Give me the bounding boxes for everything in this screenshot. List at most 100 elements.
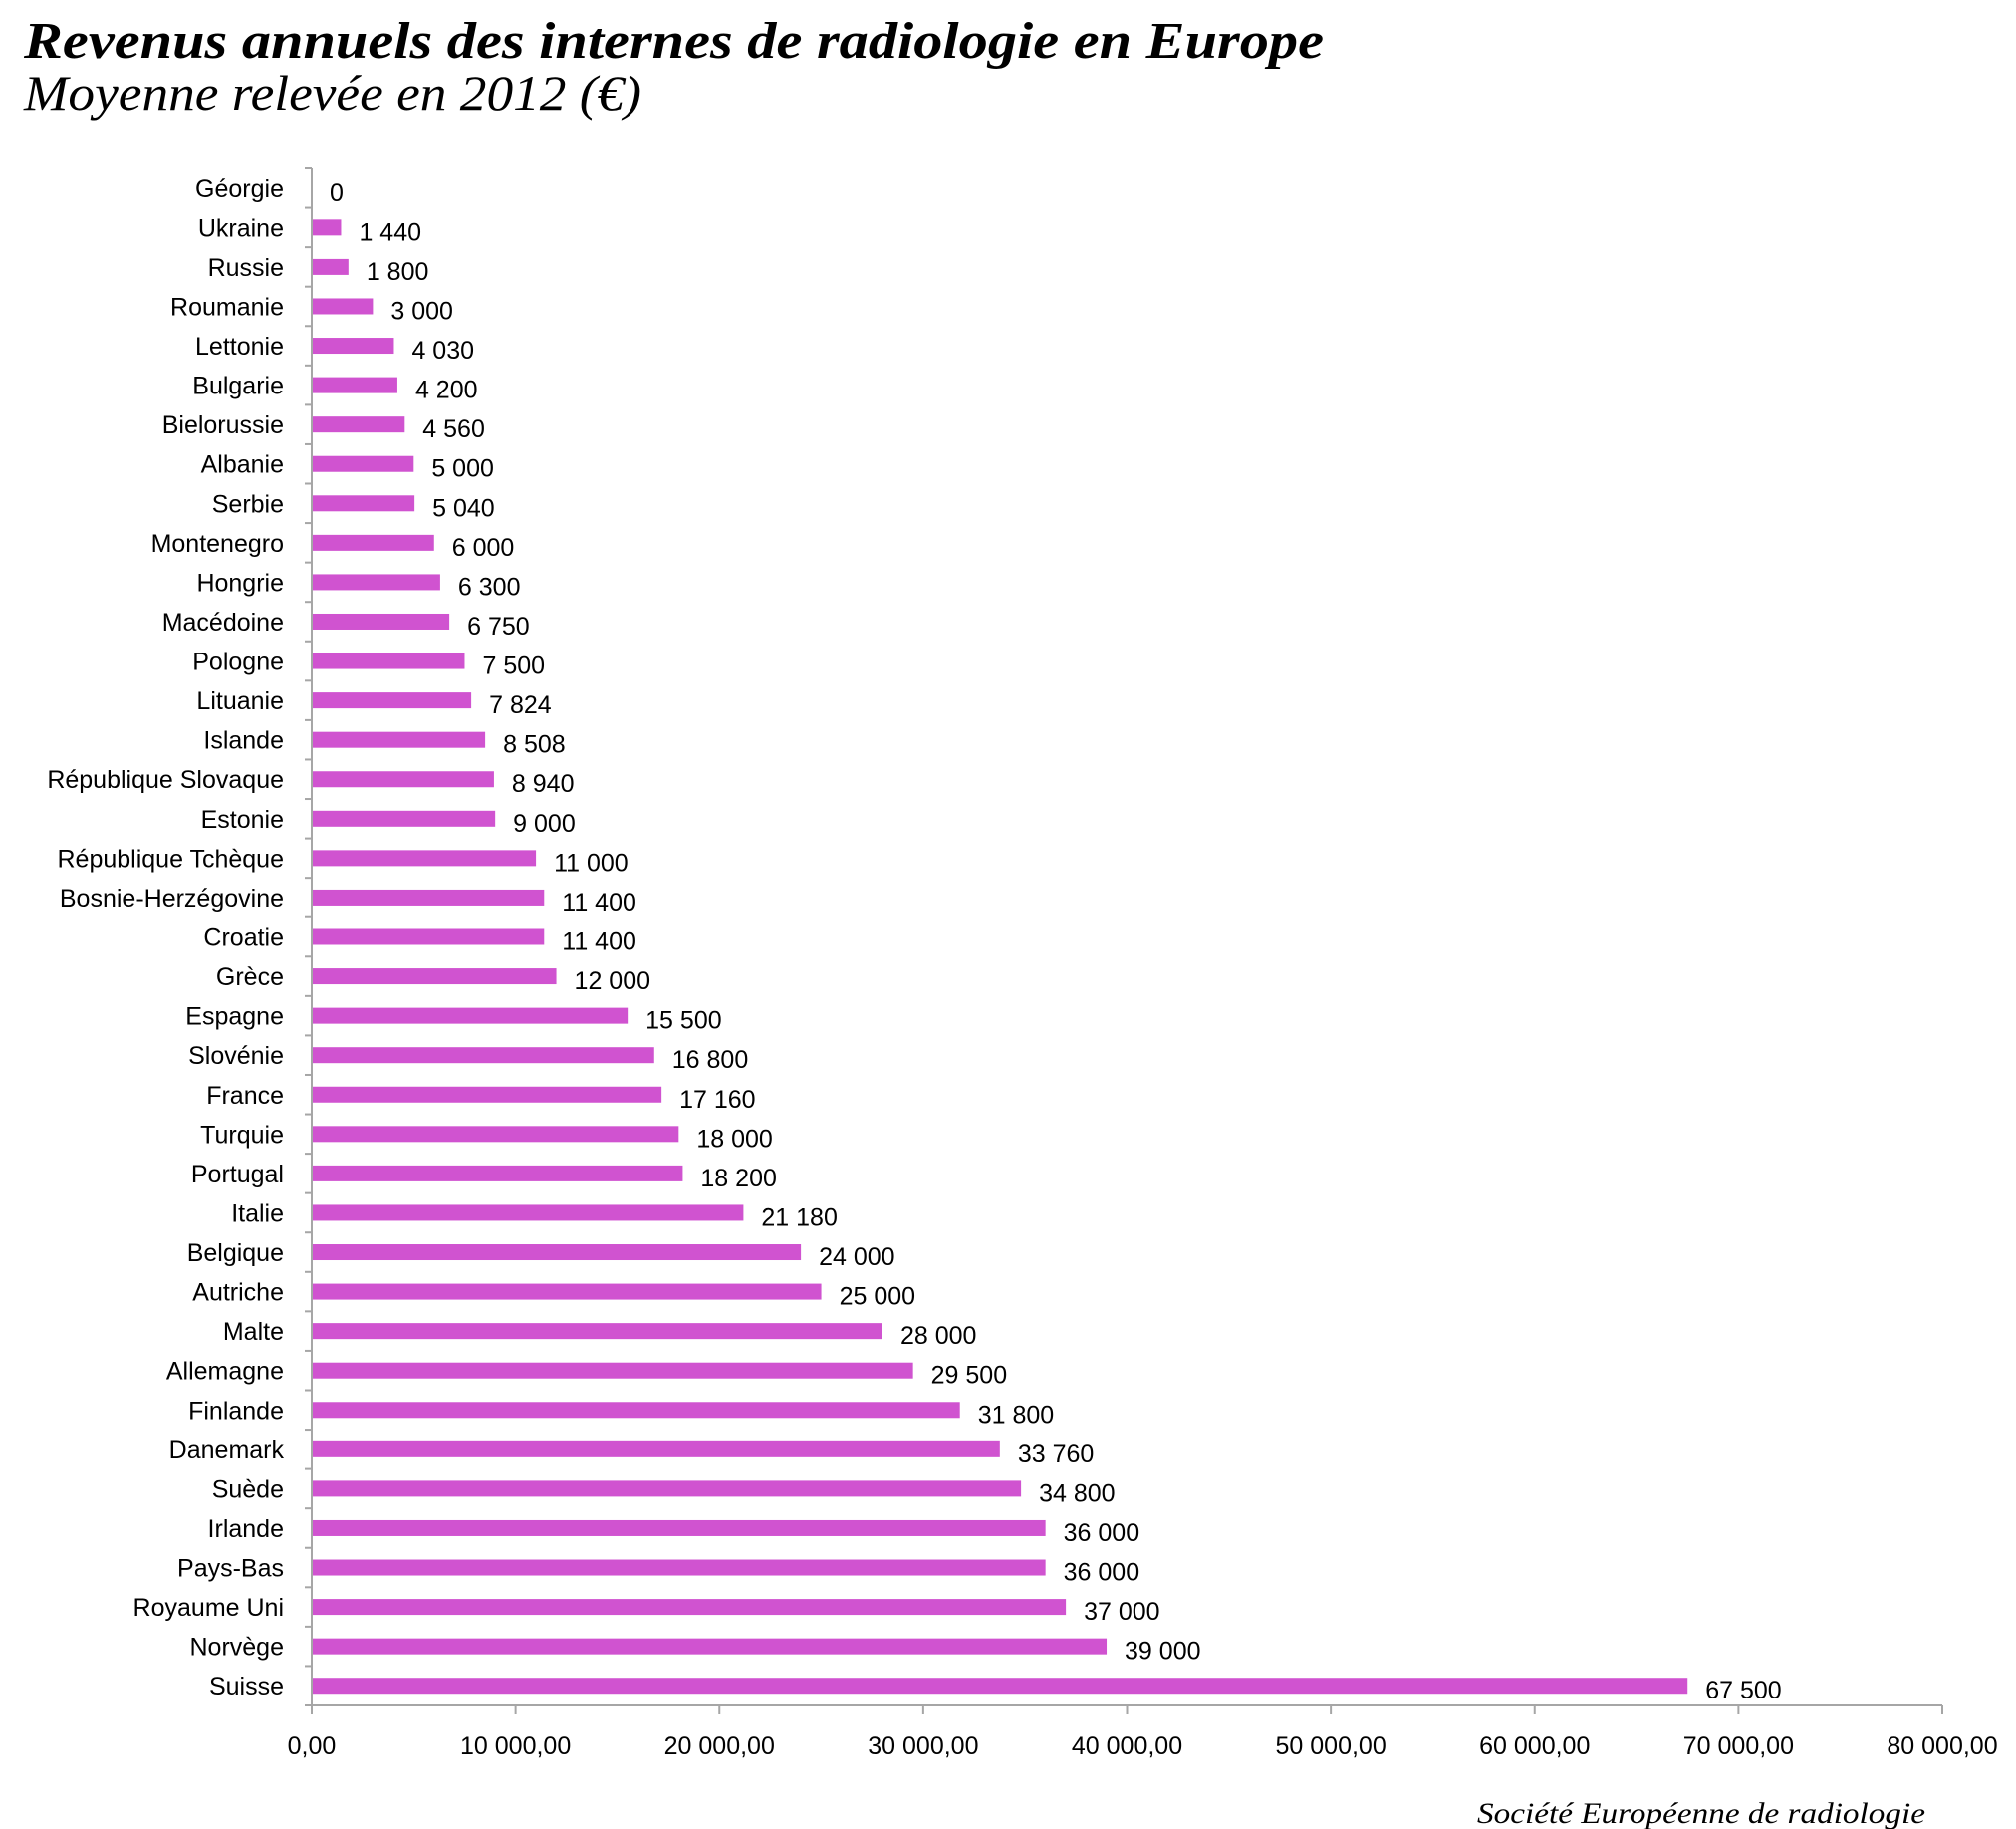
- bar: [312, 1362, 913, 1379]
- data-label: 7 500: [482, 653, 545, 680]
- bar: [312, 1678, 1688, 1695]
- bar: [312, 1402, 960, 1419]
- x-tick-label: 40 000,00: [1072, 1732, 1182, 1760]
- data-label: 33 760: [1018, 1440, 1094, 1468]
- bar: [312, 1440, 1000, 1457]
- bar: [312, 1323, 882, 1340]
- category-label: Belgique: [187, 1239, 284, 1267]
- category-label: Slovénie: [188, 1042, 284, 1070]
- category-label: Irlande: [208, 1515, 284, 1543]
- data-label: 6 750: [467, 613, 530, 641]
- category-label: Albanie: [201, 451, 284, 479]
- category-label: Macédoine: [162, 609, 284, 637]
- data-label: 21 180: [761, 1203, 837, 1231]
- data-label: 25 000: [840, 1283, 915, 1311]
- data-label: 36 000: [1064, 1519, 1139, 1547]
- data-label: 31 800: [978, 1401, 1054, 1429]
- data-label: 4 030: [411, 337, 474, 365]
- category-label: Italie: [231, 1199, 284, 1227]
- data-label: 1 440: [359, 218, 421, 246]
- bar: [312, 1086, 662, 1103]
- chart-title: Revenus annuels des internes de radiolog…: [23, 13, 1324, 70]
- category-label: Croatie: [203, 924, 284, 952]
- data-label: 37 000: [1084, 1598, 1159, 1626]
- bar: [312, 928, 545, 945]
- bar: [312, 692, 472, 709]
- data-label: 1 800: [367, 258, 429, 286]
- data-label: 34 800: [1039, 1479, 1115, 1507]
- bar: [312, 1165, 683, 1181]
- data-label: 24 000: [819, 1243, 894, 1271]
- category-label: Turquie: [200, 1121, 284, 1149]
- category-label: Espagne: [185, 1003, 284, 1031]
- chart-subtitle: Moyenne relevée en 2012 (€): [23, 65, 641, 121]
- data-label: 6 300: [458, 573, 521, 601]
- data-label: 6 000: [452, 534, 515, 562]
- x-tick-label: 30 000,00: [868, 1732, 978, 1760]
- data-label: 67 500: [1705, 1677, 1781, 1704]
- data-label: 28 000: [900, 1322, 976, 1350]
- x-tick-label: 10 000,00: [460, 1732, 571, 1760]
- bar: [312, 1204, 744, 1221]
- bar: [312, 1638, 1108, 1655]
- bar: [312, 771, 494, 788]
- bar: [312, 495, 415, 512]
- data-label: 5 000: [431, 455, 494, 483]
- data-label: 4 200: [415, 377, 478, 404]
- category-label: Géorgie: [195, 175, 284, 203]
- category-label: Hongrie: [196, 569, 284, 597]
- x-tick-label: 0,00: [288, 1732, 337, 1760]
- x-tick-label: 70 000,00: [1683, 1732, 1794, 1760]
- bar: [312, 1007, 629, 1024]
- category-label: Bielorussie: [162, 411, 284, 439]
- category-label: Montenegro: [151, 530, 284, 558]
- bar: [312, 889, 545, 906]
- bar: [312, 1559, 1046, 1576]
- category-label: Islande: [203, 727, 284, 755]
- category-label: Lituanie: [196, 687, 284, 715]
- category-label: Roumanie: [170, 293, 284, 321]
- category-label: Suisse: [209, 1673, 284, 1700]
- x-tick-label: 50 000,00: [1276, 1732, 1386, 1760]
- bar: [312, 850, 537, 867]
- bar: [312, 1599, 1067, 1616]
- data-label: 12 000: [575, 967, 650, 995]
- bar: [312, 968, 557, 985]
- category-label: République Tchèque: [57, 845, 284, 873]
- bar: [312, 1480, 1022, 1497]
- category-label: Suède: [212, 1475, 284, 1503]
- data-label: 11 400: [562, 889, 636, 916]
- category-label: Danemark: [169, 1437, 285, 1464]
- bar: [312, 1244, 802, 1261]
- data-label: 0: [330, 179, 344, 207]
- bar: [312, 298, 374, 315]
- category-label: Pays-Bas: [177, 1555, 284, 1583]
- category-label: Russie: [208, 254, 284, 282]
- bar: [312, 1519, 1046, 1536]
- data-label: 5 040: [432, 494, 495, 522]
- bar: [312, 377, 397, 393]
- category-label: Royaume Uni: [133, 1594, 284, 1622]
- bar: [312, 731, 486, 748]
- bar: [312, 258, 349, 275]
- category-label: Estonie: [201, 806, 284, 834]
- category-label: France: [206, 1082, 284, 1110]
- category-label: Bosnie-Herzégovine: [60, 885, 284, 913]
- category-label: Ukraine: [198, 214, 284, 242]
- category-label: Grèce: [216, 963, 284, 991]
- data-label: 11 000: [554, 849, 629, 877]
- data-label: 29 500: [931, 1362, 1007, 1390]
- bar: [312, 1047, 654, 1064]
- x-tick-label: 60 000,00: [1479, 1732, 1590, 1760]
- bar: [312, 574, 440, 591]
- bar: [312, 338, 394, 355]
- data-label: 4 560: [422, 415, 485, 443]
- bar: [312, 613, 450, 630]
- bar: [312, 810, 496, 827]
- bar: [312, 534, 434, 551]
- category-label: Autriche: [192, 1279, 284, 1307]
- bars-group: Géorgie 0 Ukraine 1 440 Russie 1 800 Roumanie 3…: [47, 175, 1781, 1704]
- data-label: 18 200: [700, 1165, 776, 1192]
- bar: [312, 1126, 679, 1143]
